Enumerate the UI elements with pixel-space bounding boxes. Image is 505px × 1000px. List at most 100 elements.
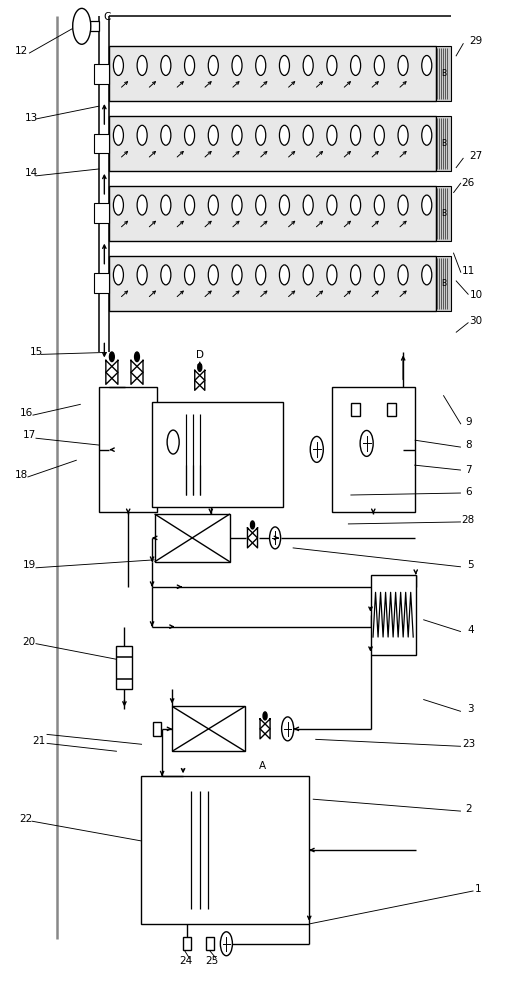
Bar [155,514,230,562]
Circle shape [422,125,432,145]
Bar [110,46,436,101]
Circle shape [327,55,337,75]
Circle shape [350,125,361,145]
Bar [110,256,436,311]
Circle shape [137,125,147,145]
Circle shape [232,195,242,215]
Text: 28: 28 [461,515,474,525]
Circle shape [350,265,361,285]
Circle shape [161,195,171,215]
Circle shape [198,363,202,371]
Text: 4: 4 [468,625,474,635]
Bar [116,646,132,689]
Circle shape [303,125,313,145]
Text: 1: 1 [475,884,482,894]
Text: 16: 16 [20,408,33,418]
Bar [183,937,191,950]
Text: 5: 5 [468,560,474,570]
Text: A: A [259,761,266,771]
Bar [387,403,396,416]
Bar [436,186,451,241]
Text: 12: 12 [15,46,28,56]
Circle shape [327,125,337,145]
Text: 25: 25 [206,956,219,966]
Circle shape [303,265,313,285]
Circle shape [360,430,373,456]
Circle shape [422,55,432,75]
Circle shape [250,521,255,529]
Text: D: D [196,350,204,360]
Circle shape [398,195,408,215]
Text: 21: 21 [32,736,45,746]
Text: 26: 26 [461,178,474,188]
Circle shape [184,265,194,285]
Text: B: B [441,139,446,148]
Circle shape [232,55,242,75]
Text: 23: 23 [462,739,475,749]
Text: B: B [441,69,446,78]
Text: 24: 24 [180,956,193,966]
Circle shape [208,125,218,145]
Text: B: B [441,279,446,288]
Circle shape [310,436,323,462]
Text: 19: 19 [22,560,36,570]
Circle shape [220,932,232,956]
Circle shape [161,125,171,145]
Circle shape [167,430,179,454]
Bar [141,776,309,924]
Circle shape [398,55,408,75]
Circle shape [279,55,289,75]
Circle shape [350,55,361,75]
Text: 7: 7 [465,465,472,475]
Circle shape [374,195,384,215]
Bar [206,937,214,950]
Text: 14: 14 [25,168,38,178]
Text: 29: 29 [469,36,483,46]
Circle shape [398,125,408,145]
Text: 15: 15 [30,347,43,357]
Circle shape [327,195,337,215]
Circle shape [137,265,147,285]
Circle shape [279,195,289,215]
Circle shape [114,195,123,215]
Circle shape [374,125,384,145]
Bar [94,134,110,153]
Text: 22: 22 [19,814,32,824]
Bar [436,256,451,311]
Circle shape [73,8,91,44]
Circle shape [256,195,266,215]
Text: 6: 6 [465,487,472,497]
Circle shape [114,125,123,145]
Bar [110,186,436,241]
Bar [371,575,416,655]
Circle shape [279,265,289,285]
Circle shape [279,125,289,145]
Circle shape [161,265,171,285]
Text: B: B [441,209,446,218]
Circle shape [303,55,313,75]
Circle shape [110,352,114,362]
Text: 20: 20 [22,637,35,647]
Circle shape [398,265,408,285]
Circle shape [208,265,218,285]
Text: 18: 18 [15,470,28,480]
Circle shape [270,527,281,549]
Circle shape [256,125,266,145]
Text: 30: 30 [470,316,483,326]
Text: 3: 3 [468,704,474,714]
Circle shape [263,712,267,720]
Circle shape [422,265,432,285]
Bar [152,402,283,507]
Text: 9: 9 [465,417,472,427]
Circle shape [327,265,337,285]
Text: 10: 10 [470,290,483,300]
Bar [436,46,451,101]
Circle shape [184,195,194,215]
Circle shape [134,352,139,362]
Circle shape [137,55,147,75]
Circle shape [282,717,294,741]
Circle shape [184,55,194,75]
Circle shape [374,265,384,285]
Circle shape [208,195,218,215]
Text: 8: 8 [465,440,472,450]
